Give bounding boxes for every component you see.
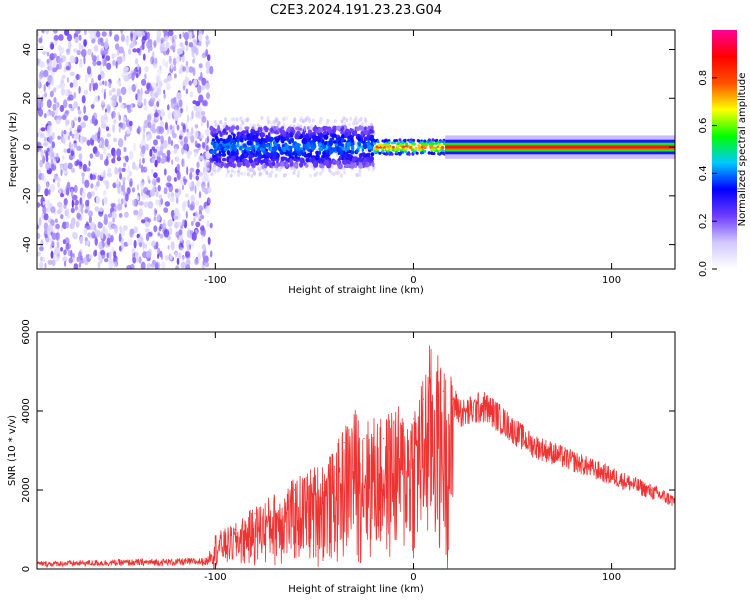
snr-data-point: [402, 430, 405, 432]
snr-x-tick-label: 100: [602, 572, 621, 583]
snr-data-point: [561, 453, 563, 456]
colorbar-tick-label: 0.2: [698, 213, 709, 229]
snr-data-point: [234, 528, 236, 531]
snr-data-point: [293, 489, 296, 491]
snr-x-tick-label: -100: [204, 572, 227, 583]
snr-data-point: [472, 406, 474, 408]
snr-frame: [36, 331, 676, 570]
snr-data-point: [422, 398, 424, 400]
colorbar-label: Normalized spectral amplitude: [737, 73, 748, 227]
spectrogram-y-tick-label: 0: [22, 144, 33, 150]
snr-y-tick-label: 0: [21, 566, 32, 572]
colorbar-tick-label: 0.8: [698, 70, 709, 86]
spectrogram-frame: [36, 29, 676, 270]
colorbar: 0.0 0.2 0.4 0.6 0.8 Normalized spectral ampl…: [698, 30, 748, 277]
snr-x-axis-label: Height of straight line (km): [288, 584, 424, 595]
snr-y-tick-label: 2000: [21, 477, 32, 502]
snr-data-point: [462, 410, 464, 412]
snr-data-point: [428, 370, 430, 373]
spectrogram-plot-area: [37, 30, 675, 269]
spectrogram-y-tick-label: -40: [22, 236, 33, 252]
snr-data-point: [531, 442, 533, 444]
snr-series-line: [37, 345, 675, 569]
colorbar-ticks: 0.0 0.2 0.4 0.6 0.8: [698, 70, 717, 277]
spectrogram-y-tick-label: 40: [22, 43, 33, 56]
snr-x-tick-label: 0: [410, 572, 416, 583]
spectrogram-x-tick-label: -100: [204, 275, 227, 286]
snr-data-point: [214, 536, 216, 539]
snr-data-point: [442, 390, 444, 392]
snr-data-point: [155, 560, 157, 562]
snr-data-point: [452, 398, 454, 400]
snr-y-tick-label: 6000: [21, 319, 32, 344]
snr-data-point: [343, 442, 345, 444]
snr-data-point: [393, 422, 395, 424]
snr-data-point: [373, 434, 375, 436]
spectrogram-panel: -100 0 100 -40 -20 0 20 40 Height of straight l…: [8, 29, 676, 296]
snr-data-point: [482, 402, 484, 404]
heatmap-region-spread-signal: [209, 115, 376, 178]
heatmap-region-carrier-line: [445, 135, 675, 159]
snr-data-point: [333, 465, 335, 467]
spectrogram-y-tick-label: 20: [22, 92, 33, 105]
colorbar-tick-label: 0.6: [698, 118, 709, 134]
snr-y-axis-label: SNR (10 * v/v): [7, 415, 18, 486]
colorbar-tick-label: 0.0: [698, 261, 709, 277]
snr-data-point: [511, 426, 514, 428]
spectrogram-x-axis-label: Height of straight line (km): [288, 285, 424, 296]
snr-data-point: [611, 473, 613, 475]
snr-y-tick-label: 4000: [21, 398, 32, 423]
spectrogram-y-axis-label: Frequency (Hz): [8, 112, 19, 188]
heatmap-region-noise: [37, 30, 214, 269]
snr-data-point: [254, 513, 256, 515]
spectrogram-y-tick-label: -20: [22, 188, 33, 204]
figure-title: C2E3.2024.191.23.23.G04: [270, 3, 442, 18]
snr-data-point: [630, 481, 633, 483]
snr-data-point: [206, 559, 208, 561]
heatmap-region-transition: [372, 138, 447, 156]
spectrogram-x-tick-label: 0: [410, 275, 416, 286]
snr-data-point: [436, 378, 438, 380]
snr-data-point: [353, 426, 355, 428]
snr-plot-area: [37, 345, 675, 569]
snr-data-point: [363, 438, 365, 440]
colorbar-tick-label: 0.4: [698, 165, 709, 181]
snr-data-point: [650, 489, 652, 491]
spectrogram-ticks: -100 0 100 -40 -20 0 20 40: [22, 30, 675, 286]
snr-data-point: [313, 477, 315, 479]
spectrogram-x-tick-label: 100: [602, 275, 621, 286]
colorbar-gradient: [712, 30, 737, 269]
snr-data-point: [492, 408, 494, 410]
snr-data-point: [591, 465, 593, 467]
snr-data-point: [383, 438, 385, 440]
snr-data-point: [274, 501, 276, 503]
snr-data-point: [412, 418, 415, 420]
snr-data-point: [95, 561, 98, 563]
